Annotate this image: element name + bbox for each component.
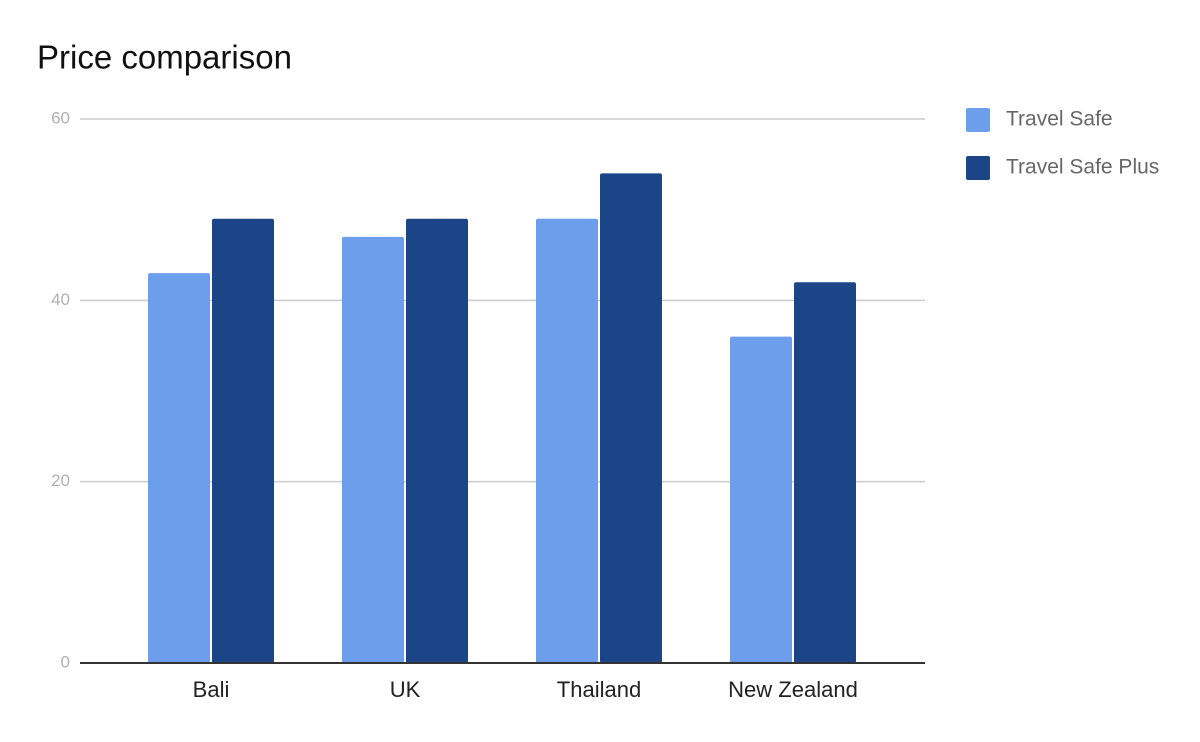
bar bbox=[600, 173, 662, 663]
y-tick-label: 40 bbox=[51, 290, 70, 309]
bar bbox=[730, 336, 792, 663]
x-tick-label: UK bbox=[390, 677, 421, 702]
bar bbox=[342, 236, 404, 663]
y-tick-label: 60 bbox=[51, 108, 70, 127]
chart-title: Price comparison bbox=[37, 39, 292, 76]
bar bbox=[794, 282, 856, 663]
legend-swatch bbox=[966, 156, 990, 180]
x-tick-label: Bali bbox=[193, 677, 230, 702]
y-tick-label: 20 bbox=[51, 471, 70, 490]
x-tick-label: New Zealand bbox=[728, 677, 858, 702]
bar bbox=[148, 273, 210, 663]
y-tick-label: 0 bbox=[61, 652, 70, 671]
bar bbox=[536, 218, 598, 663]
legend-swatch bbox=[966, 108, 990, 132]
x-tick-label: Thailand bbox=[557, 677, 641, 702]
legend-label: Travel Safe Plus bbox=[1006, 156, 1159, 179]
bar bbox=[406, 218, 468, 663]
legend-label: Travel Safe bbox=[1006, 108, 1113, 131]
bar bbox=[212, 218, 274, 663]
